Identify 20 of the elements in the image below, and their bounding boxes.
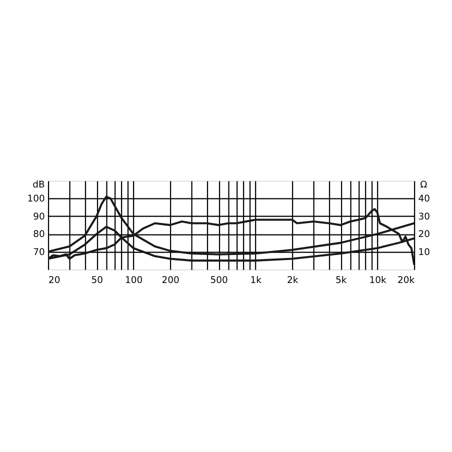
x-tick-label: 20 [48, 274, 60, 286]
x-tick-label: 20k [397, 274, 416, 286]
y-tick-label: 80 [33, 229, 45, 240]
y-axis-title: dB [32, 180, 45, 191]
y-tick-label: 90 [33, 211, 45, 222]
y-tick-label: 100 [27, 194, 45, 205]
x-tick-label: 100 [124, 274, 143, 286]
x-tick-label: 50 [91, 274, 104, 286]
y2-tick-label: 30 [418, 211, 430, 222]
x-tick-label: 10k [369, 274, 388, 286]
y-tick-label: 70 [33, 246, 45, 258]
y2-tick-label: 10 [418, 246, 430, 258]
x-tick-label: 200 [162, 274, 180, 286]
y2-tick-label: 40 [418, 194, 430, 205]
x-tick-label: 500 [210, 274, 228, 286]
y2-tick-label: 20 [418, 229, 430, 240]
x-tick-label: 2k [286, 274, 299, 286]
y2-axis-title: Ω [420, 180, 428, 191]
x-tick-label: 5k [335, 274, 348, 286]
x-tick-label: 1k [250, 274, 262, 286]
